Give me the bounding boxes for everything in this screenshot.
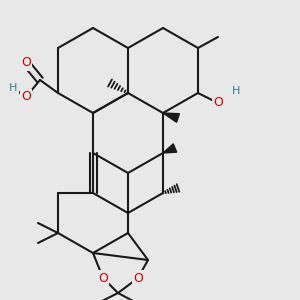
Text: O: O bbox=[21, 56, 31, 70]
Text: H: H bbox=[232, 86, 240, 96]
Text: O: O bbox=[213, 97, 223, 110]
Text: O: O bbox=[98, 272, 108, 284]
Polygon shape bbox=[163, 144, 177, 153]
Text: O: O bbox=[21, 91, 31, 103]
Polygon shape bbox=[163, 113, 179, 122]
Text: O: O bbox=[133, 272, 143, 284]
Text: H: H bbox=[9, 83, 17, 93]
